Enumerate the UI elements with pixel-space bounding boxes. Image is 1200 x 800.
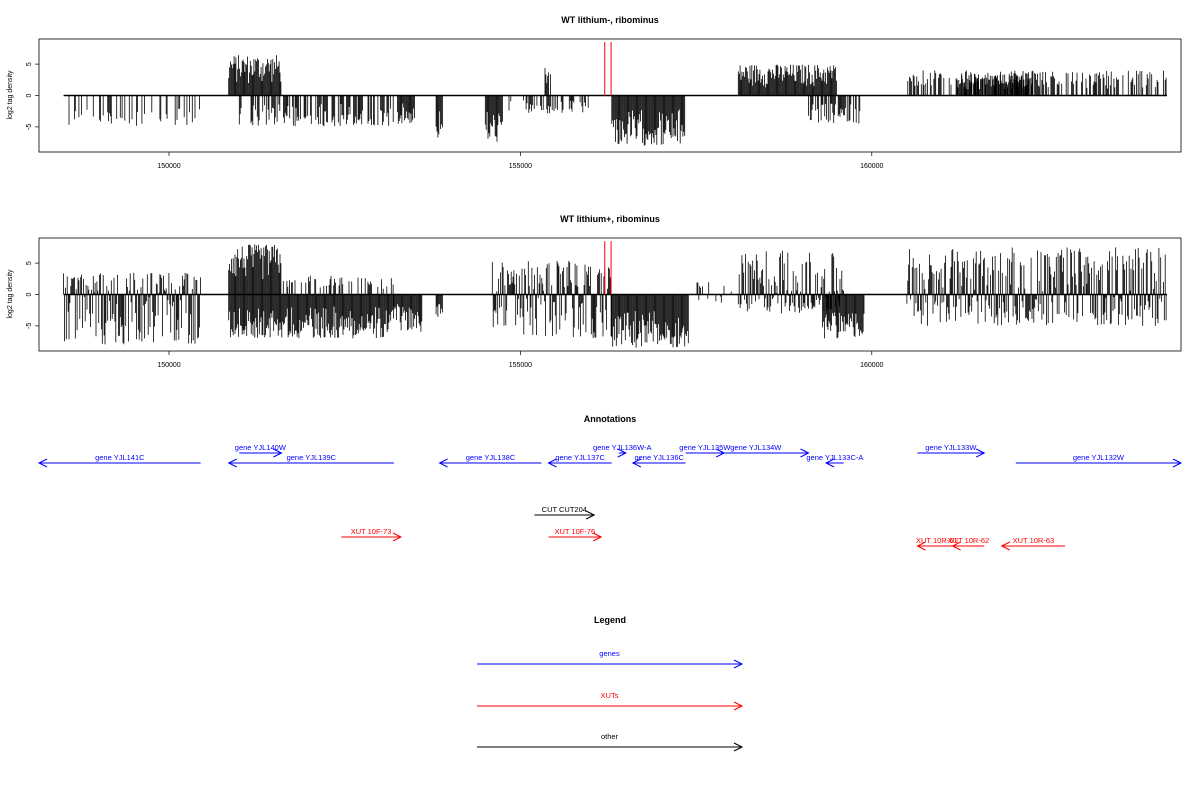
feature-label: XUT 10R-61: [916, 536, 958, 545]
y-tick-label: 5: [26, 261, 33, 265]
arrow-right-icon: [273, 448, 283, 458]
density-bars: [63, 244, 1167, 348]
feature-label: gene YJL139C: [287, 453, 337, 462]
arrow-right-icon: [392, 532, 403, 542]
legend-entry: XUTs: [477, 691, 744, 711]
x-tick-label: 155000: [509, 362, 532, 369]
x-tick-label: 150000: [157, 362, 180, 369]
track-panel-lithium-minus: WT lithium-, ribominus log2 tag density …: [7, 15, 1182, 170]
annotation-feature[interactable]: gene YJL140W: [235, 443, 287, 458]
legend: Legend genes XUTs other: [477, 615, 744, 752]
track-panel-lithium-plus: WT lithium+, ribominus log2 tag density …: [7, 214, 1182, 369]
arrow-right-icon: [733, 659, 744, 669]
feature-label: gene YJL134W: [730, 443, 782, 452]
feature-label: XUT 10F-73: [351, 527, 392, 536]
annotation-feature[interactable]: gene YJL136W-A: [593, 443, 652, 458]
legend-entry: other: [477, 732, 744, 752]
annotation-feature[interactable]: XUT 10F-73: [341, 527, 403, 542]
legend-title: Legend: [594, 615, 626, 625]
arrow-right-icon: [592, 532, 603, 542]
legend-label: XUTs: [601, 691, 619, 700]
x-tick-label: 160000: [860, 163, 883, 170]
y-axis-label: log2 tag density: [7, 70, 14, 120]
feature-label: gene YJL138C: [466, 453, 516, 462]
x-tick-label: 150000: [157, 163, 180, 170]
annotations-title: Annotations: [584, 414, 637, 424]
arrow-right-icon: [617, 448, 627, 458]
arrow-left-icon: [227, 458, 237, 468]
arrow-left-icon: [631, 458, 642, 468]
feature-label: gene YJL136C: [634, 453, 684, 462]
feature-label: gene YJL140W: [235, 443, 287, 452]
annotation-feature[interactable]: gene YJL137C: [547, 453, 612, 468]
y-tick-label: -5: [26, 323, 33, 329]
annotation-feature[interactable]: gene YJL136C: [631, 453, 686, 468]
arrow-right-icon: [976, 448, 986, 458]
arrow-right-icon: [1172, 458, 1183, 468]
annotation-feature[interactable]: gene YJL134W: [703, 443, 810, 458]
annotation-feature[interactable]: XUT 10F-76: [548, 527, 603, 542]
arrow-left-icon: [547, 458, 557, 468]
arrow-left-icon: [37, 458, 48, 468]
y-tick-label: -5: [26, 124, 33, 130]
arrow-left-icon: [438, 458, 448, 468]
track-title: WT lithium-, ribominus: [561, 15, 659, 25]
feature-label: gene YJL133W: [925, 443, 977, 452]
y-tick-label: 5: [26, 62, 33, 66]
feature-label: XUT 10R-63: [1013, 536, 1055, 545]
annotation-feature[interactable]: CUT CUT204: [534, 505, 596, 520]
arrow-right-icon: [733, 701, 744, 711]
legend-label: other: [601, 732, 619, 741]
annotation-feature[interactable]: gene YJL133W: [917, 443, 986, 458]
annotation-feature[interactable]: XUT 10R-61: [916, 536, 958, 551]
feature-label: XUT 10F-76: [555, 527, 596, 536]
legend-entry: genes: [477, 649, 744, 669]
y-tick-label: 0: [26, 93, 33, 97]
feature-label: gene YJL132W: [1073, 453, 1125, 462]
annotation-feature[interactable]: gene YJL133C-A: [806, 453, 863, 468]
feature-label: gene YJL133C-A: [806, 453, 863, 462]
annotation-feature[interactable]: gene YJL139C: [227, 453, 394, 468]
track-title: WT lithium+, ribominus: [560, 214, 660, 224]
arrow-right-icon: [585, 510, 596, 520]
feature-label: gene YJL141C: [95, 453, 145, 462]
arrow-left-icon: [916, 541, 926, 551]
annotation-feature[interactable]: gene YJL138C: [438, 453, 542, 468]
annotation-feature[interactable]: gene YJL135W: [679, 443, 731, 458]
arrow-left-icon: [824, 458, 835, 468]
feature-label: XUT 10R-62: [948, 536, 990, 545]
y-axis-label: log2 tag density: [7, 269, 14, 319]
annotation-feature[interactable]: XUT 10R-63: [1000, 536, 1066, 551]
feature-label: gene YJL137C: [555, 453, 605, 462]
arrow-right-icon: [733, 742, 744, 752]
feature-label: gene YJL136W-A: [593, 443, 652, 452]
x-tick-label: 155000: [509, 163, 532, 170]
annotation-feature[interactable]: gene YJL132W: [1015, 453, 1183, 468]
legend-label: genes: [599, 649, 620, 658]
arrow-left-icon: [951, 541, 961, 551]
arrow-left-icon: [1000, 541, 1011, 551]
arrow-right-icon: [800, 448, 810, 458]
x-tick-label: 160000: [860, 362, 883, 369]
annotation-feature[interactable]: gene YJL141C: [37, 453, 201, 468]
annotation-feature[interactable]: XUT 10R-62: [948, 536, 990, 551]
density-bars: [68, 55, 1167, 146]
annotations-track: Annotations gene YJL141C gene YJL139C gene…: [37, 414, 1183, 551]
feature-label: CUT CUT204: [542, 505, 587, 514]
feature-label: gene YJL135W: [679, 443, 731, 452]
y-tick-label: 0: [26, 292, 33, 296]
